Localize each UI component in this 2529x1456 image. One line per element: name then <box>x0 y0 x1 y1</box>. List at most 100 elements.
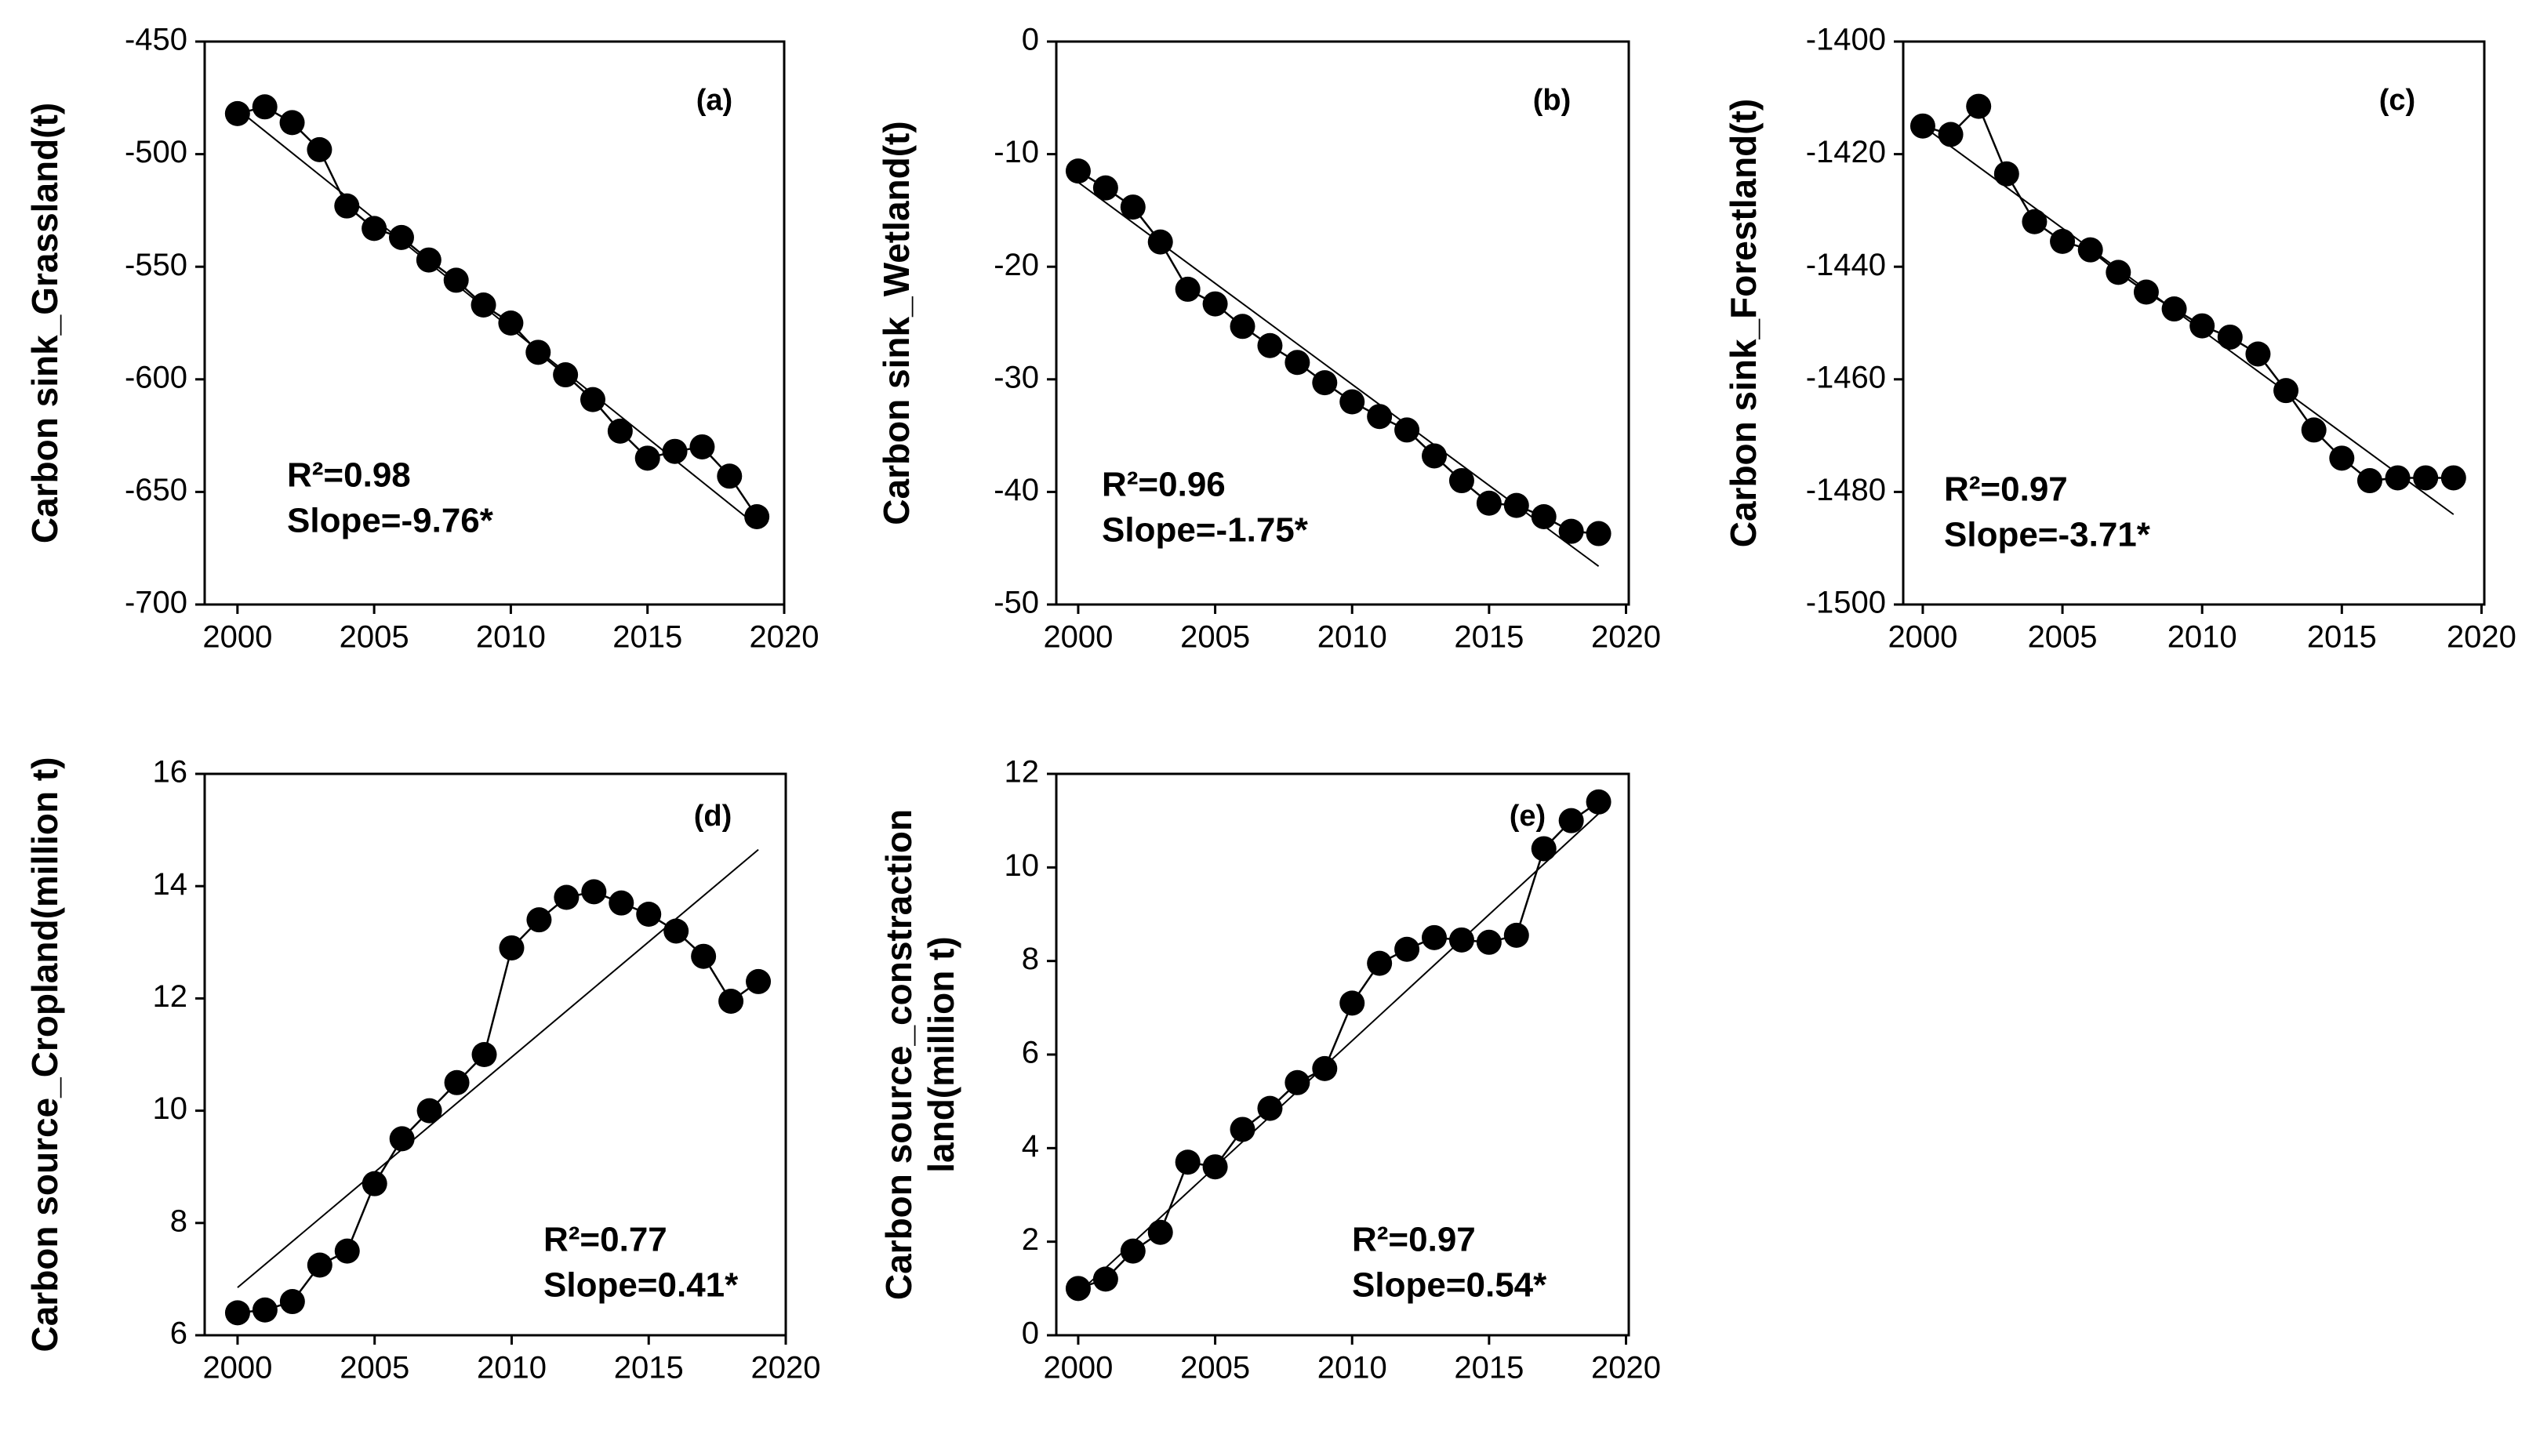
y-tick-label: 12 <box>153 979 188 1014</box>
plot-frame <box>1902 40 2486 606</box>
panel-label: (c) <box>2379 84 2415 117</box>
data-point <box>2217 324 2243 350</box>
data-point <box>525 339 551 365</box>
data-point <box>1503 922 1529 948</box>
x-tick-label: 2005 <box>340 620 409 655</box>
y-tick-label: -10 <box>994 135 1039 169</box>
data-point <box>224 1300 250 1326</box>
data-point <box>252 94 278 120</box>
data-point <box>362 1171 387 1196</box>
y-axis-label: Carbon sink_Wetland(t) <box>876 121 917 525</box>
data-point <box>1312 370 1338 396</box>
data-point <box>307 1252 332 1278</box>
r-squared: R²=0.98 <box>287 456 411 495</box>
r-squared: R²=0.97 <box>1352 1221 1476 1259</box>
r-squared: R²=0.97 <box>1944 470 2068 509</box>
y-tick-label: -1460 <box>1806 360 1886 394</box>
data-point <box>1909 113 1935 139</box>
data-point <box>1092 175 1118 201</box>
data-point <box>1558 808 1584 833</box>
y-tick-label: -600 <box>125 360 187 394</box>
data-point <box>1175 276 1201 302</box>
data-point <box>389 1126 415 1152</box>
data-point <box>662 438 688 464</box>
y-tick-label: -650 <box>125 473 187 507</box>
y-tick-label: -1480 <box>1806 473 1886 507</box>
data-point <box>526 907 552 933</box>
data-point <box>2273 378 2299 404</box>
data-point <box>1367 950 1393 976</box>
data-point <box>1339 389 1365 415</box>
data-point <box>2245 341 2271 367</box>
data-point <box>636 902 662 927</box>
x-tick-label: 2005 <box>2028 620 2098 655</box>
data-point <box>1339 990 1365 1016</box>
data-point <box>498 310 524 336</box>
data-point <box>334 1238 360 1264</box>
slope: Slope=-9.76* <box>287 502 494 540</box>
data-point <box>1531 503 1557 529</box>
x-tick-label: 2005 <box>1180 1351 1250 1385</box>
y-tick-label: 0 <box>1022 1316 1039 1351</box>
data-point <box>2385 465 2411 491</box>
data-point <box>1367 404 1393 430</box>
data-point <box>609 890 634 916</box>
data-point <box>307 136 332 162</box>
panel-label: (a) <box>696 84 732 117</box>
y-tick-label: 10 <box>1005 848 1040 883</box>
data-point <box>1230 314 1255 339</box>
y-tick-label: -30 <box>994 360 1039 394</box>
x-tick-label: 2010 <box>477 1351 547 1385</box>
x-tick-label: 2010 <box>476 620 546 655</box>
y-tick-label: 6 <box>170 1316 187 1351</box>
data-point <box>2356 468 2382 494</box>
data-point <box>1422 924 1448 950</box>
y-tick-label: -700 <box>125 586 187 620</box>
data-point <box>1394 417 1420 443</box>
plot-frame <box>1055 40 1630 606</box>
data-point <box>2440 465 2466 491</box>
data-point <box>1065 1276 1091 1302</box>
y-axis-label: land(million t) <box>921 936 961 1173</box>
y-tick-label: -450 <box>125 23 187 57</box>
data-point <box>1503 492 1529 518</box>
data-point <box>1586 521 1612 546</box>
y-tick-label: 8 <box>1022 942 1039 976</box>
data-point <box>1476 490 1502 516</box>
data-point <box>554 884 580 910</box>
data-point <box>718 988 744 1014</box>
data-point <box>717 463 743 489</box>
y-tick-label: -550 <box>125 248 187 282</box>
data-point <box>499 935 525 960</box>
data-point <box>1394 936 1420 962</box>
data-point <box>2189 313 2215 339</box>
data-point <box>1202 1154 1228 1180</box>
x-tick-label: 2015 <box>1454 1351 1524 1385</box>
trend-line <box>1077 812 1600 1294</box>
y-tick-label: -1420 <box>1806 135 1886 169</box>
data-point <box>607 418 633 444</box>
x-tick-label: 2020 <box>750 620 819 655</box>
data-point <box>1147 1219 1173 1245</box>
panel-label: (d) <box>694 800 732 833</box>
y-axis-label: Carbon source_Cropland(million t) <box>24 757 65 1352</box>
data-point <box>1202 291 1228 317</box>
data-point <box>1966 93 1992 119</box>
panel-label: (b) <box>1533 84 1572 117</box>
data-point <box>334 193 360 219</box>
x-tick-label: 2020 <box>1591 620 1661 655</box>
data-point <box>1284 1069 1310 1095</box>
x-tick-label: 2015 <box>2307 620 2377 655</box>
data-point <box>388 224 414 250</box>
data-point <box>1531 836 1557 862</box>
y-tick-label: -40 <box>994 473 1039 507</box>
data-point <box>580 387 605 412</box>
data-point <box>224 100 250 126</box>
data-point <box>1257 1095 1283 1121</box>
data-point <box>1312 1055 1338 1081</box>
plot-frame <box>203 40 786 606</box>
x-tick-label: 2005 <box>340 1351 409 1385</box>
data-point <box>443 267 469 293</box>
data-point <box>2133 279 2159 305</box>
